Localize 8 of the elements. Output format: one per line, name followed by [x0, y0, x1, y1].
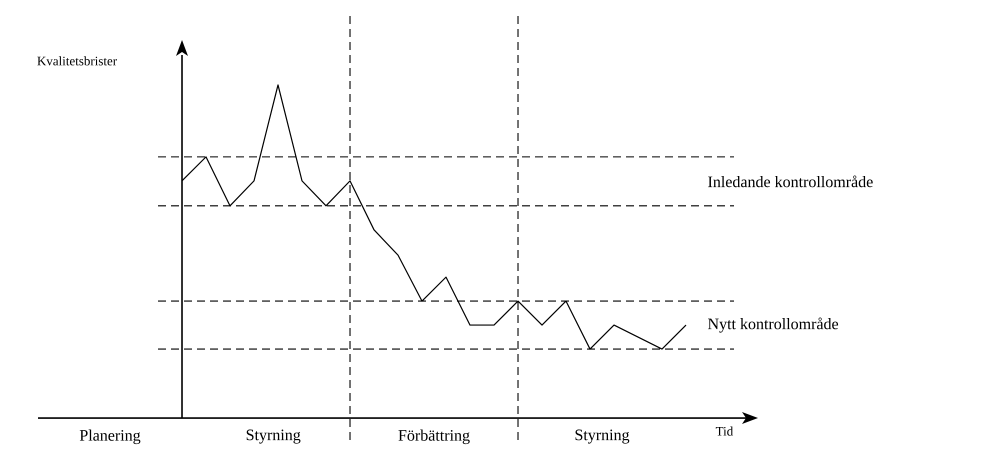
- text: Styrning: [576, 430, 630, 444]
- x-axis-title: Tid: [716, 426, 734, 436]
- text: Förbättring: [398, 430, 470, 444]
- text: Planering: [80, 430, 140, 444]
- text: Styrning: [246, 430, 300, 444]
- text: Nytt kontrollområde: [708, 318, 838, 333]
- y-axis-title: Kvalitetsbrister: [37, 56, 117, 66]
- text: Inledande kontrollområde: [708, 175, 873, 188]
